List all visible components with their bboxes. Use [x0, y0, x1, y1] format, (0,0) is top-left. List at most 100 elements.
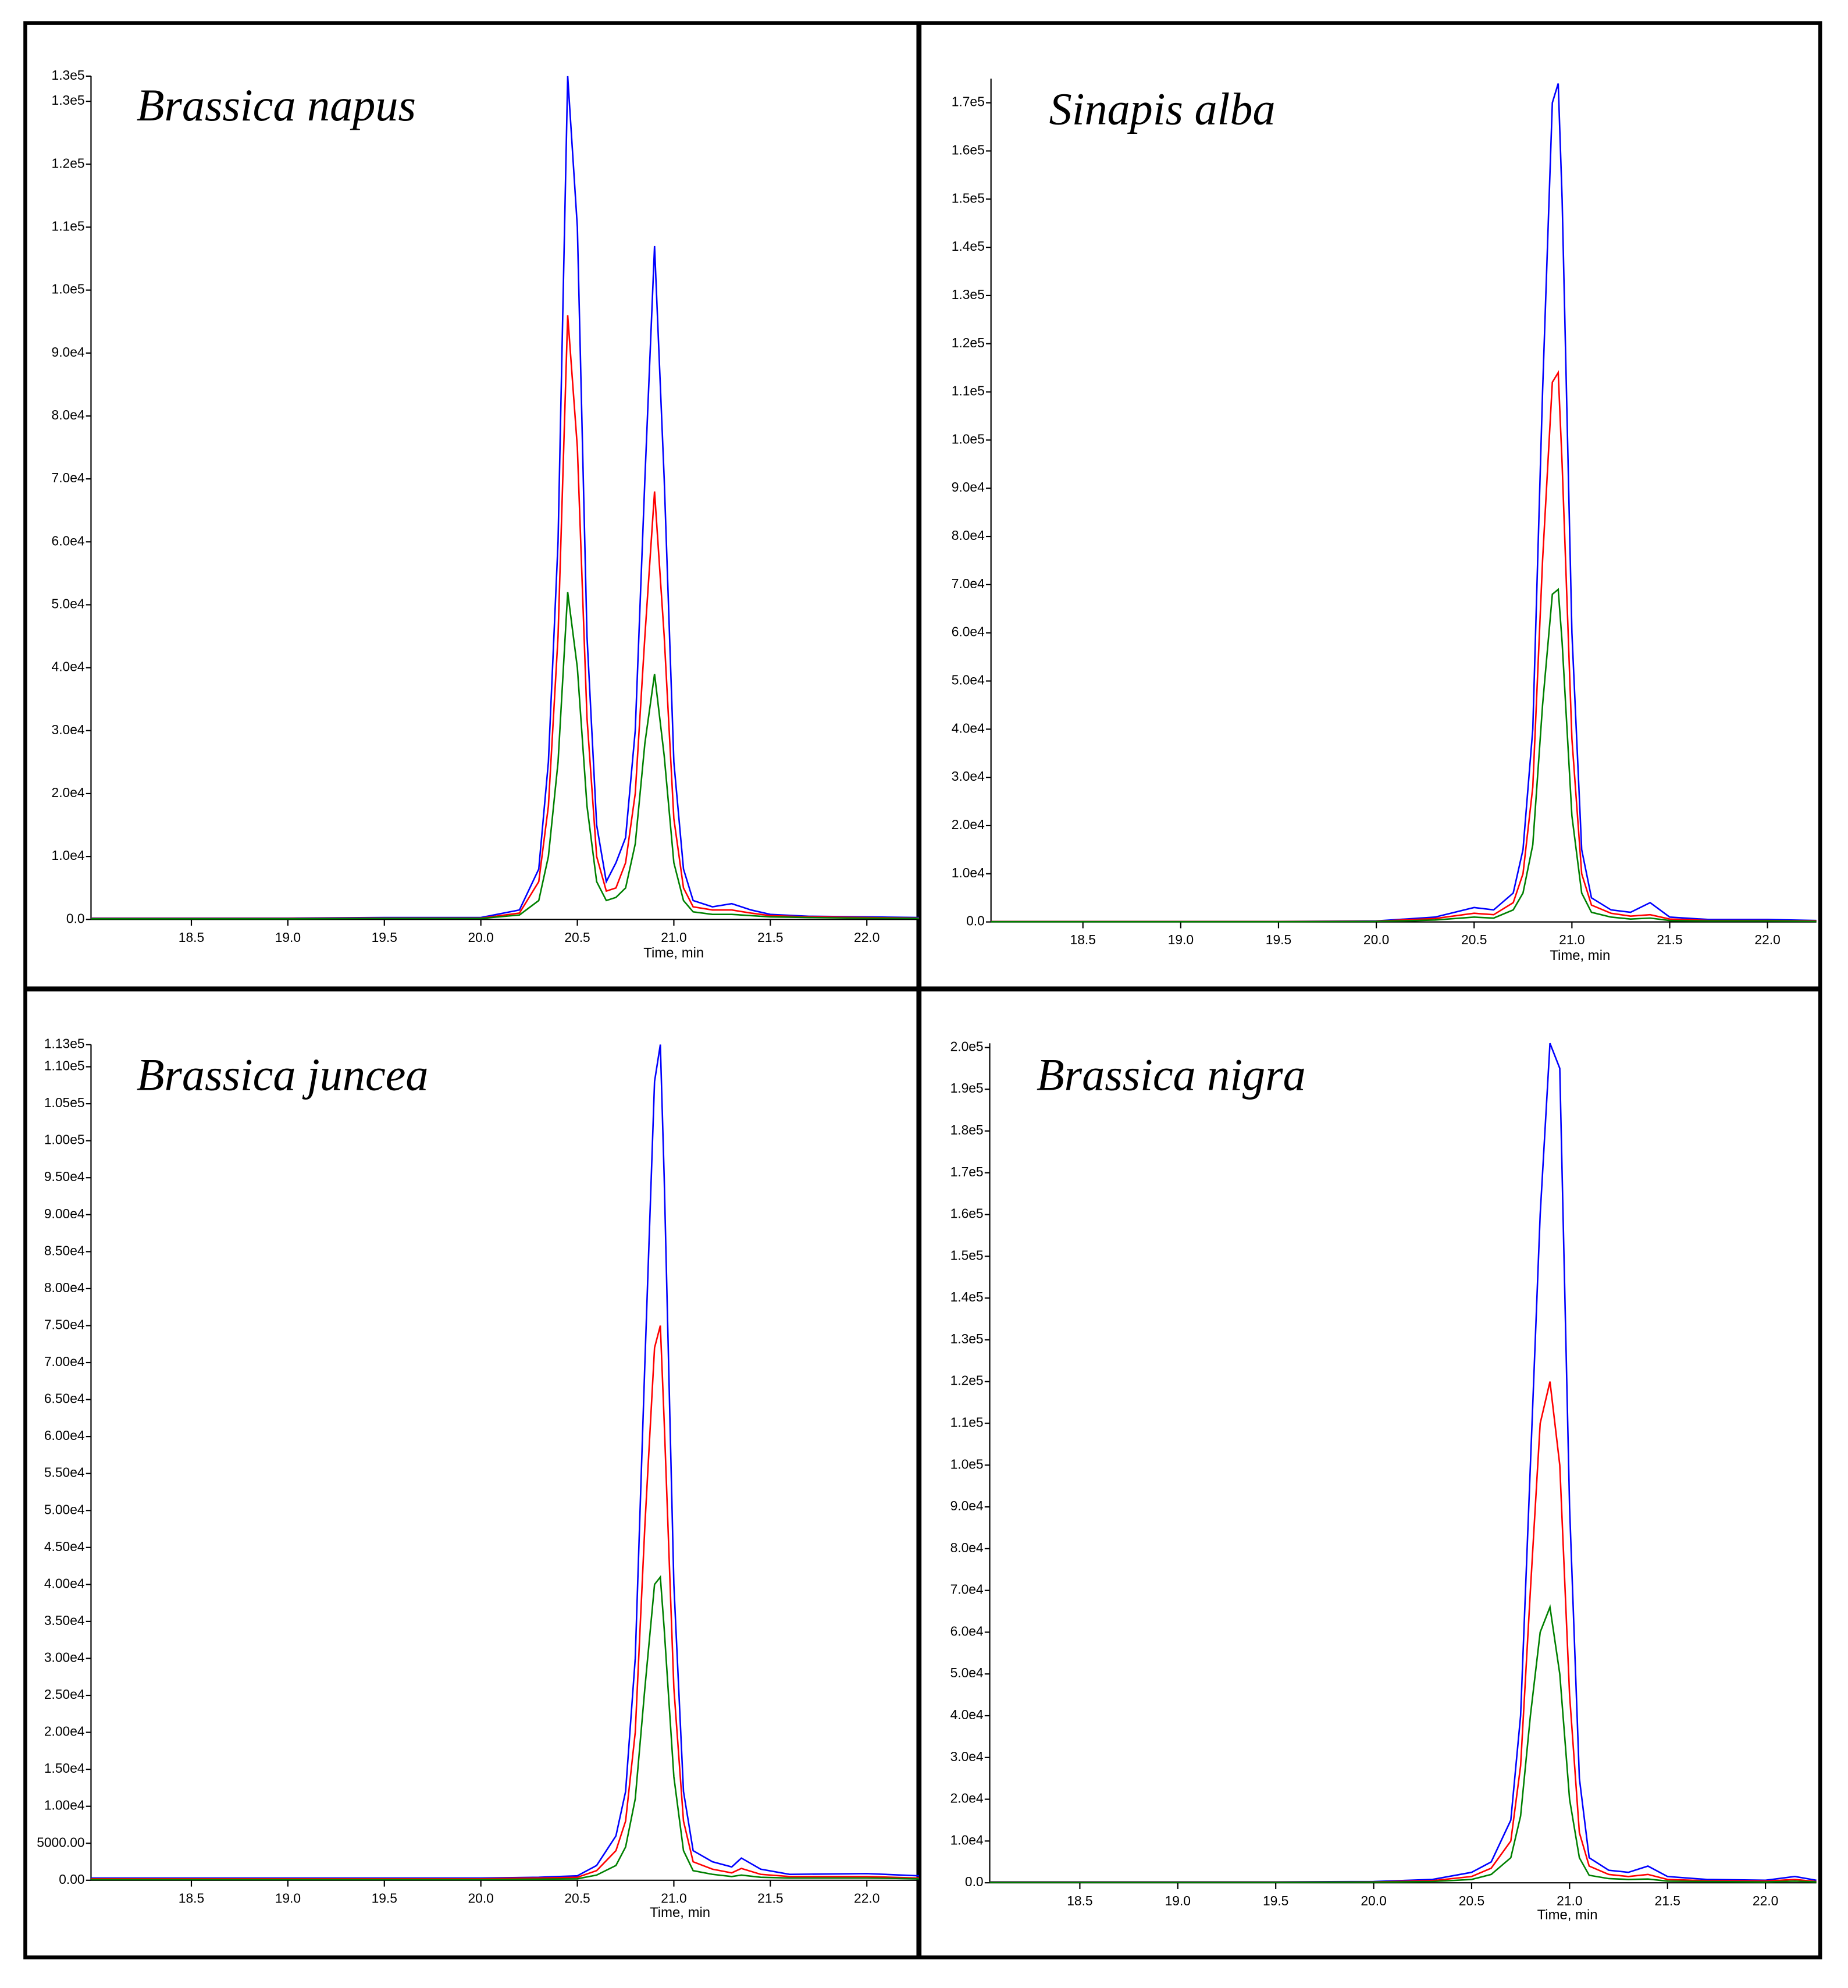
y-tick-label: 6.0e4 [52, 533, 85, 548]
y-tick-label: 1.1e5 [952, 383, 985, 399]
y-tick-label: 7.50e4 [44, 1317, 85, 1332]
y-tick-label: 1.6e5 [950, 1206, 984, 1221]
y-tick-label: 2.50e4 [44, 1687, 85, 1702]
y-tick-label: 9.00e4 [44, 1206, 85, 1221]
y-tick-label: 6.50e4 [44, 1391, 85, 1406]
x-tick-label: 21.0 [1559, 932, 1584, 947]
x-axis-label: Time, min [1537, 1907, 1598, 1923]
chromatogram-line [91, 1325, 919, 1880]
x-tick-label: 20.0 [1363, 932, 1389, 947]
x-tick-label: 19.0 [1168, 932, 1194, 947]
y-tick-label: 1.5e5 [952, 190, 985, 205]
y-tick-label: 1.13e5 [44, 1036, 85, 1051]
x-axis-label: Time, min [643, 945, 704, 961]
chromatogram-line [91, 315, 919, 919]
x-tick-label: 19.0 [1165, 1893, 1191, 1908]
x-tick-label: 19.5 [372, 930, 397, 945]
y-tick-label: 7.0e4 [950, 1582, 984, 1597]
y-tick-label: 2.00e4 [44, 1724, 85, 1739]
chromatogram-line [91, 1044, 919, 1879]
y-tick-label: 2.0e4 [52, 785, 85, 800]
x-tick-label: 18.5 [1067, 1893, 1092, 1908]
chromatogram-line [991, 83, 1817, 923]
y-tick-label: 6.0e4 [950, 1623, 984, 1638]
y-tick-label: 5.0e4 [952, 673, 985, 688]
y-tick-label: 1.2e5 [952, 335, 985, 350]
y-tick-label: 1.5e5 [950, 1247, 984, 1262]
y-tick-label: 9.0e4 [950, 1498, 984, 1513]
y-tick-label: 1.2e5 [950, 1373, 984, 1388]
x-tick-label: 22.0 [1754, 932, 1780, 947]
y-tick-label: 5.0e4 [52, 596, 85, 611]
x-axis-label: Time, min [650, 1905, 710, 1921]
x-tick-label: 22.0 [854, 930, 880, 945]
y-tick-label: 1.1e5 [52, 218, 85, 233]
y-tick-label: 1.0e5 [952, 431, 985, 446]
y-tick-label: 7.0e4 [952, 576, 985, 591]
x-tick-label: 19.5 [1266, 932, 1291, 947]
x-tick-label: 21.5 [1655, 1893, 1680, 1908]
y-tick-label: 4.00e4 [44, 1576, 85, 1591]
y-tick-label: 1.3e5 [950, 1331, 984, 1346]
x-tick-label: 21.5 [1657, 932, 1682, 947]
y-tick-label: 1.1e5 [950, 1415, 984, 1430]
chromatogram-line [991, 588, 1817, 923]
x-axis-label: Time, min [1550, 948, 1610, 963]
y-tick-label: 8.00e4 [44, 1280, 85, 1295]
y-tick-label: 1.00e5 [44, 1132, 85, 1147]
y-tick-label: 5.0e4 [950, 1665, 984, 1680]
y-tick-label: 4.50e4 [44, 1539, 85, 1554]
x-tick-label: 19.5 [1263, 1893, 1288, 1908]
chromatogram-line [91, 1575, 919, 1880]
panel-title: Brassica napus [137, 80, 416, 130]
y-tick-label: 1.0e4 [952, 865, 985, 880]
y-tick-label: 1.00e4 [44, 1798, 85, 1813]
x-tick-label: 18.5 [1070, 932, 1096, 947]
y-tick-label: 2.0e4 [952, 817, 985, 832]
x-tick-label: 21.0 [661, 930, 686, 945]
y-tick-label: 1.3e5 [952, 287, 985, 302]
x-tick-label: 20.0 [1361, 1893, 1386, 1908]
x-tick-label: 18.5 [179, 1890, 204, 1905]
y-tick-label: 1.3e5 [52, 67, 85, 83]
chromatogram-line [989, 1381, 1817, 1883]
y-tick-label: 8.50e4 [44, 1243, 85, 1258]
y-tick-label: 3.0e4 [950, 1749, 984, 1764]
y-tick-label: 5000.00 [37, 1834, 84, 1850]
y-tick-label: 1.0e5 [950, 1456, 984, 1471]
x-tick-label: 21.0 [661, 1890, 686, 1905]
y-tick-label: 1.10e5 [44, 1058, 85, 1073]
y-tick-label: 1.2e5 [52, 155, 85, 170]
y-tick-label: 1.50e4 [44, 1761, 85, 1776]
y-tick-label: 1.05e5 [44, 1095, 85, 1110]
y-tick-label: 1.9e5 [950, 1080, 984, 1096]
y-tick-label: 9.0e4 [52, 344, 85, 360]
panel-title: Brassica juncea [137, 1050, 429, 1100]
x-tick-label: 19.5 [372, 1890, 397, 1905]
chromatogram-line [91, 592, 919, 920]
y-tick-label: 3.00e4 [44, 1649, 85, 1665]
y-tick-label: 3.0e4 [52, 722, 85, 737]
y-tick-label: 0.0 [965, 1874, 984, 1889]
x-tick-label: 21.0 [1557, 1893, 1582, 1908]
y-tick-label: 3.0e4 [952, 769, 985, 784]
y-tick-label: 1.8e5 [950, 1122, 984, 1137]
y-tick-label: 1.4e5 [950, 1289, 984, 1304]
x-tick-label: 21.5 [757, 930, 783, 945]
y-tick-label: 9.50e4 [44, 1169, 85, 1184]
y-tick-label: 5.00e4 [44, 1502, 85, 1517]
y-tick-label: 6.0e4 [952, 624, 985, 639]
y-tick-label: 9.0e4 [952, 479, 985, 495]
x-tick-label: 20.0 [468, 1890, 493, 1905]
y-tick-label: 0.0 [966, 913, 985, 929]
y-tick-label: 3.50e4 [44, 1613, 85, 1628]
y-tick-label: 1.7e5 [952, 94, 985, 109]
y-tick-label: 4.0e4 [950, 1707, 984, 1722]
y-tick-label: 4.0e4 [952, 720, 985, 735]
y-tick-label: 8.0e4 [52, 407, 85, 422]
y-tick-label: 1.0e4 [950, 1832, 984, 1847]
y-tick-label: 1.0e5 [52, 282, 85, 297]
y-tick-label: 2.0e5 [950, 1039, 984, 1054]
